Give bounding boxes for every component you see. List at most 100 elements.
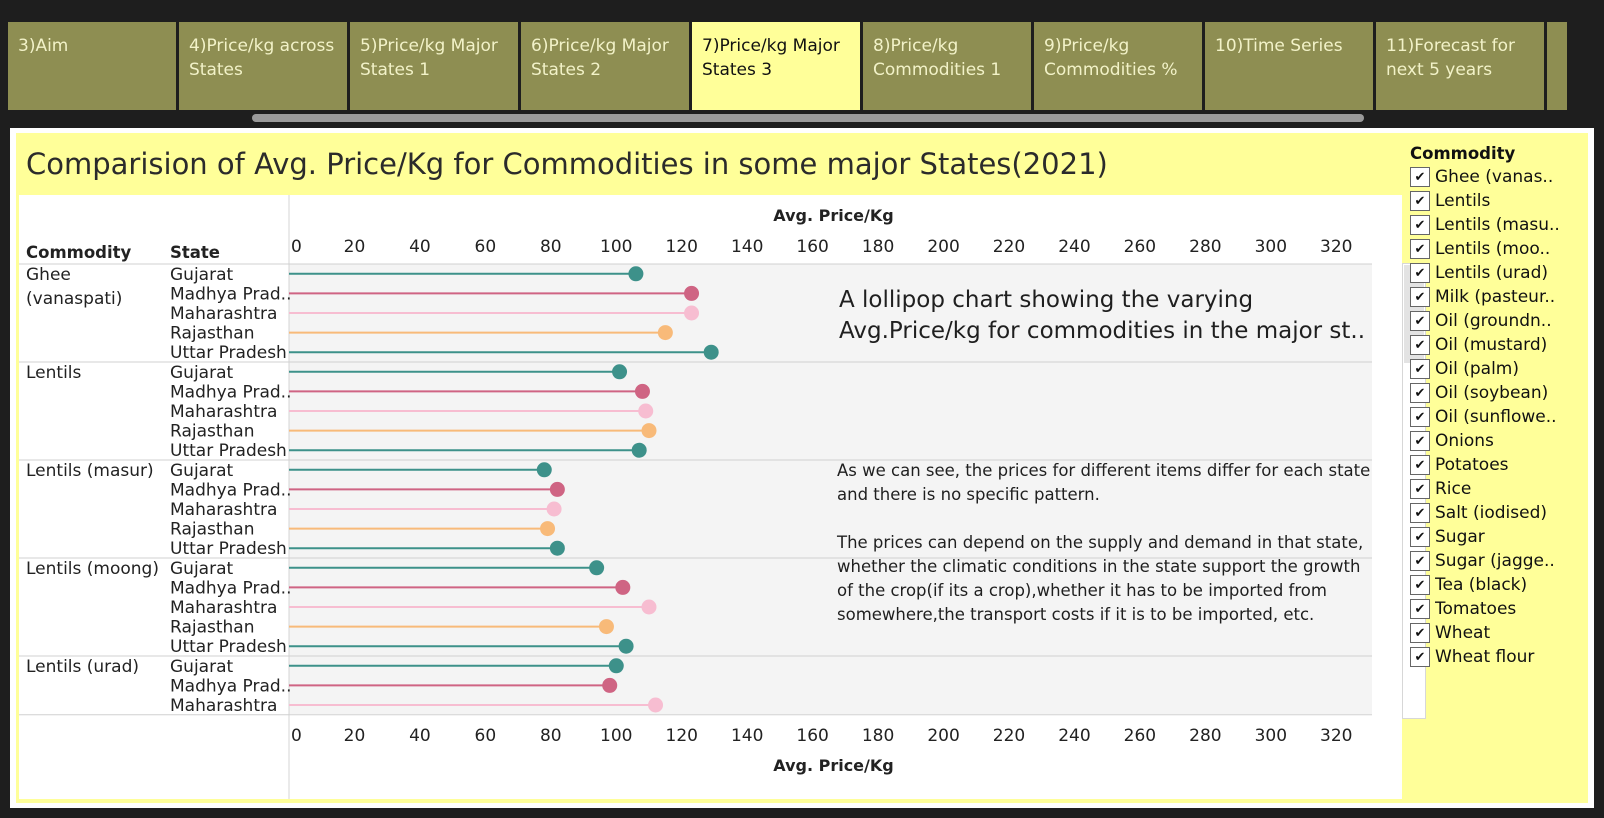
checkbox-checked-icon[interactable]: ✔ xyxy=(1410,455,1430,475)
commodity-filter-item[interactable]: ✔ Sugar xyxy=(1410,525,1582,549)
state-label: Uttar Pradesh xyxy=(170,539,287,559)
lollipop-dot xyxy=(684,305,700,321)
state-label: Uttar Pradesh xyxy=(170,637,287,657)
commodity-filter-label: Oil (mustard) xyxy=(1435,335,1548,355)
state-label: Gujarat xyxy=(170,657,233,677)
checkbox-checked-icon[interactable]: ✔ xyxy=(1410,407,1430,427)
x-tick-label-top: 320 xyxy=(1320,237,1352,257)
lollipop-dot xyxy=(641,599,657,615)
checkbox-checked-icon[interactable]: ✔ xyxy=(1410,623,1430,643)
commodity-filter-item[interactable]: ✔ Milk (pasteur.. xyxy=(1410,285,1582,309)
checkbox-checked-icon[interactable]: ✔ xyxy=(1410,215,1430,235)
x-tick-label-bottom: 220 xyxy=(993,726,1025,746)
checkbox-checked-icon[interactable]: ✔ xyxy=(1410,311,1430,331)
chart-annotation-title: A lollipop chart showing the varying Avg… xyxy=(839,287,1366,344)
checkbox-checked-icon[interactable]: ✔ xyxy=(1410,527,1430,547)
commodity-label: Lentils (urad) xyxy=(26,657,139,677)
tab-6[interactable]: 8)Price/kg Commodities 1 xyxy=(863,22,1031,110)
checkbox-checked-icon[interactable]: ✔ xyxy=(1410,479,1430,499)
checkbox-checked-icon[interactable]: ✔ xyxy=(1410,431,1430,451)
commodity-filter-item[interactable]: ✔ Rice xyxy=(1410,477,1582,501)
checkbox-checked-icon[interactable]: ✔ xyxy=(1410,551,1430,571)
lollipop-dot xyxy=(602,677,618,693)
commodity-filter-item[interactable]: ✔ Oil (groundn.. xyxy=(1410,309,1582,333)
tab-3[interactable]: 5)Price/kg Major States 1 xyxy=(350,22,518,110)
lollipop-dot xyxy=(618,638,634,654)
x-tick-label-top: 260 xyxy=(1124,237,1156,257)
commodity-filter-item[interactable]: ✔ Oil (sunflowe.. xyxy=(1410,405,1582,429)
annotation-paragraph-1: As we can see, the prices for different … xyxy=(837,461,1371,504)
x-axis-title-bottom: Avg. Price/Kg xyxy=(773,756,893,775)
commodity-filter-label: Potatoes xyxy=(1435,455,1509,475)
tab-4[interactable]: 6)Price/kg Major States 2 xyxy=(521,22,689,110)
x-tick-label-bottom: 0 xyxy=(291,726,302,746)
state-label: Madhya Prad.. xyxy=(170,284,292,304)
commodity-label: Lentils (masur) xyxy=(26,461,154,481)
commodity-filter-label: Sugar xyxy=(1435,527,1485,547)
commodity-filter-item[interactable]: ✔ Lentils (urad) xyxy=(1410,261,1582,285)
commodity-filter-item[interactable]: ✔ Potatoes xyxy=(1410,453,1582,477)
checkbox-checked-icon[interactable]: ✔ xyxy=(1410,575,1430,595)
x-tick-label-top: 20 xyxy=(344,237,366,257)
column-header-commodity: Commodity xyxy=(26,243,132,262)
checkbox-checked-icon[interactable]: ✔ xyxy=(1410,503,1430,523)
lollipop-dot xyxy=(648,697,664,713)
commodity-filter-label: Lentils xyxy=(1435,191,1491,211)
commodity-filter-item[interactable]: ✔ Onions xyxy=(1410,429,1582,453)
tab-overflow-stub[interactable] xyxy=(1547,22,1567,110)
x-tick-label-bottom: 120 xyxy=(666,726,698,746)
checkbox-checked-icon[interactable]: ✔ xyxy=(1410,359,1430,379)
checkbox-checked-icon[interactable]: ✔ xyxy=(1410,383,1430,403)
commodity-filter-item[interactable]: ✔ Tomatoes xyxy=(1410,597,1582,621)
x-tick-label-top: 140 xyxy=(731,237,763,257)
commodity-filter-item[interactable]: ✔ Lentils xyxy=(1410,189,1582,213)
x-tick-label-top: 0 xyxy=(291,237,302,257)
lollipop-dot xyxy=(657,325,673,341)
commodity-filter-item[interactable]: ✔ Wheat xyxy=(1410,621,1582,645)
x-tick-label-bottom: 20 xyxy=(344,726,366,746)
checkbox-checked-icon[interactable]: ✔ xyxy=(1410,191,1430,211)
x-tick-label-top: 60 xyxy=(475,237,497,257)
commodity-filter-item[interactable]: ✔ Lentils (masu.. xyxy=(1410,213,1582,237)
commodity-filter-label: Onions xyxy=(1435,431,1494,451)
commodity-filter-label: Milk (pasteur.. xyxy=(1435,287,1556,307)
commodity-filter-item[interactable]: ✔ Oil (mustard) xyxy=(1410,333,1582,357)
tab-8[interactable]: 10)Time Series xyxy=(1205,22,1373,110)
commodity-filter-item[interactable]: ✔ Ghee (vanas.. xyxy=(1410,165,1582,189)
tab-1[interactable]: 3)Aim xyxy=(8,22,176,110)
x-tick-label-bottom: 40 xyxy=(409,726,431,746)
commodity-filter-label: Oil (soybean) xyxy=(1435,383,1549,403)
x-tick-label-bottom: 200 xyxy=(927,726,959,746)
commodity-filter-label: Tea (black) xyxy=(1435,575,1528,595)
tab-bar-scrollbar[interactable] xyxy=(252,114,1364,122)
commodity-filter-item[interactable]: ✔ Sugar (jagge.. xyxy=(1410,549,1582,573)
checkbox-checked-icon[interactable]: ✔ xyxy=(1410,647,1430,667)
commodity-filter-item[interactable]: ✔ Salt (iodised) xyxy=(1410,501,1582,525)
commodity-filter-item[interactable]: ✔ Oil (palm) xyxy=(1410,357,1582,381)
tab-5[interactable]: 7)Price/kg Major States 3 xyxy=(692,22,860,110)
commodity-label: (vanaspati) xyxy=(26,289,122,309)
lollipop-dot xyxy=(641,423,657,439)
tab-2[interactable]: 4)Price/kg across States xyxy=(179,22,347,110)
x-tick-label-bottom: 180 xyxy=(862,726,894,746)
checkbox-checked-icon[interactable]: ✔ xyxy=(1410,335,1430,355)
checkbox-checked-icon[interactable]: ✔ xyxy=(1410,167,1430,187)
checkbox-checked-icon[interactable]: ✔ xyxy=(1410,239,1430,259)
dashboard: Comparision of Avg. Price/Kg for Commodi… xyxy=(10,128,1594,808)
tab-bar-scroll-thumb[interactable] xyxy=(252,114,1364,122)
commodity-filter-label: Salt (iodised) xyxy=(1435,503,1548,523)
checkbox-checked-icon[interactable]: ✔ xyxy=(1410,599,1430,619)
checkbox-checked-icon[interactable]: ✔ xyxy=(1410,263,1430,283)
commodity-filter-item[interactable]: ✔ Tea (black) xyxy=(1410,573,1582,597)
lollipop-dot xyxy=(615,579,631,595)
checkbox-checked-icon[interactable]: ✔ xyxy=(1410,287,1430,307)
x-tick-label-top: 200 xyxy=(927,237,959,257)
lollipop-chart-panel: Avg. Price/Kg Avg. Price/Kg 0 0 20 20 40 40 60 60… xyxy=(19,195,1402,799)
tab-9[interactable]: 11)Forecast for next 5 years xyxy=(1376,22,1544,110)
state-label: Madhya Prad.. xyxy=(170,480,292,500)
tab-7[interactable]: 9)Price/kg Commodities % xyxy=(1034,22,1202,110)
commodity-filter-item[interactable]: ✔ Lentils (moo.. xyxy=(1410,237,1582,261)
x-tick-label-top: 300 xyxy=(1255,237,1287,257)
commodity-filter-item[interactable]: ✔ Oil (soybean) xyxy=(1410,381,1582,405)
commodity-filter-item[interactable]: ✔ Wheat flour xyxy=(1410,645,1582,669)
